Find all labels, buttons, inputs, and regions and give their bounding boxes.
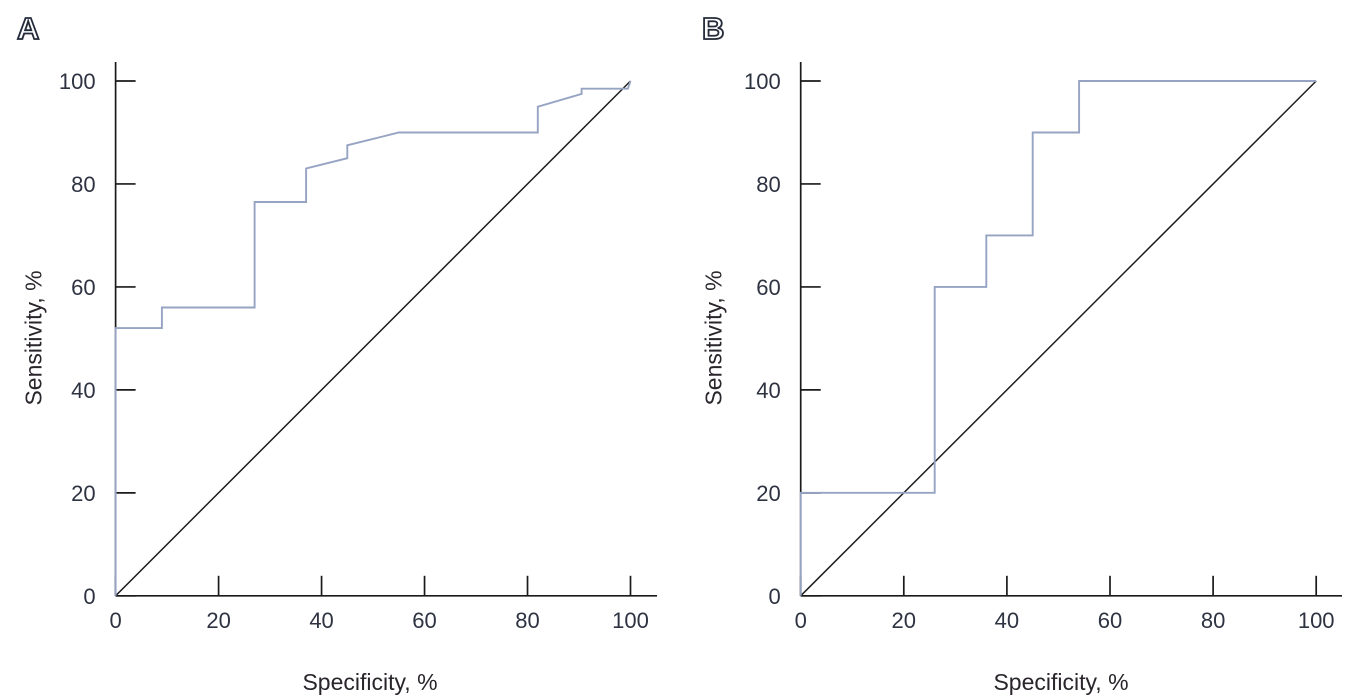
x-tick-label: 100 <box>1298 608 1335 633</box>
x-tick-label: 60 <box>1098 608 1122 633</box>
panel-a-letter: A <box>16 11 40 46</box>
roc-panel-a: 0 20 40 60 80 100 0 20 40 60 80 100 <box>59 62 657 633</box>
x-tick-label: 100 <box>612 608 649 633</box>
x-tick-label: 20 <box>206 608 230 633</box>
y-tick-label: 40 <box>71 378 95 403</box>
x-tick-label: 60 <box>412 608 436 633</box>
y-tick-label: 60 <box>756 275 780 300</box>
y-tick-label: 20 <box>756 481 780 506</box>
roc-curve <box>799 80 1317 596</box>
x-axis-label-a: Specificity, % <box>302 669 438 695</box>
x-tick-label: 40 <box>309 608 333 633</box>
roc-panel-b: 0 20 40 60 80 100 0 20 40 60 80 100 <box>744 62 1342 633</box>
y-tick-label: 0 <box>83 584 95 609</box>
x-tick-label: 20 <box>892 608 916 633</box>
y-tick-label: 20 <box>71 481 95 506</box>
y-tick-label: 80 <box>756 172 780 197</box>
x-tick-label: 80 <box>515 608 539 633</box>
y-axis-label-b: Sensitivity, % <box>700 270 727 406</box>
x-tick-label: 0 <box>109 608 121 633</box>
y-tick-label: 40 <box>756 378 780 403</box>
x-axis-label-b: Specificity, % <box>993 669 1129 695</box>
y-tick-label: 60 <box>71 275 95 300</box>
y-tick-label: 100 <box>744 69 781 94</box>
x-tick-label: 80 <box>1201 608 1225 633</box>
panel-b-letter: B <box>701 11 725 46</box>
y-tick-label: 100 <box>59 69 96 94</box>
x-tick-label: 40 <box>995 608 1019 633</box>
y-tick-label: 0 <box>768 584 780 609</box>
reference-diagonal <box>115 80 632 597</box>
y-tick-label: 80 <box>71 172 95 197</box>
y-axis-label-a: Sensitivity, % <box>20 270 47 406</box>
roc-curve <box>114 80 632 596</box>
x-tick-label: 0 <box>795 608 807 633</box>
reference-diagonal <box>800 80 1317 597</box>
